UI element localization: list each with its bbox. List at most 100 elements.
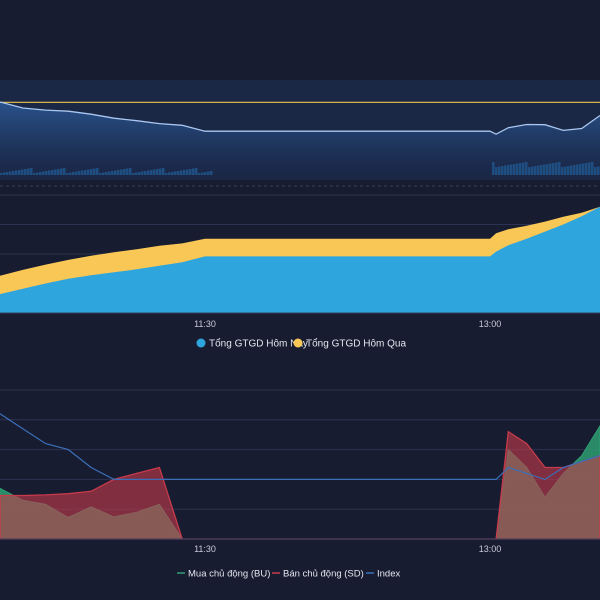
volume-bar: [168, 172, 171, 175]
volume-bar: [543, 164, 546, 175]
x-tick-label: 11:30: [194, 319, 216, 329]
volume-bar: [579, 164, 582, 175]
volume-bar: [9, 171, 12, 175]
volume-bar: [552, 163, 555, 175]
volume-bar: [549, 163, 552, 175]
volume-bar: [126, 168, 129, 175]
volume-bar: [513, 164, 516, 175]
volume-bar: [564, 166, 567, 175]
volume-bar: [75, 171, 78, 175]
volume-bar: [558, 162, 561, 175]
volume-bar: [87, 169, 90, 175]
volume-bar: [183, 170, 186, 175]
legend-yesterday-marker: [293, 338, 303, 348]
volume-bar: [72, 172, 75, 175]
volume-bar: [78, 171, 81, 175]
legend-index-label: Index: [377, 569, 400, 580]
volume-bar: [582, 163, 585, 175]
volume-bar: [111, 171, 114, 175]
volume-bar: [171, 172, 174, 175]
volume-bar: [66, 173, 69, 175]
volume-bar: [39, 172, 42, 175]
volume-bar: [525, 162, 528, 175]
volume-bar: [6, 172, 9, 175]
volume-bar: [522, 162, 525, 175]
volume-bar: [57, 169, 60, 175]
x-tick-label: 11:30: [194, 544, 216, 554]
volume-bar: [90, 169, 93, 175]
legend-today-label: Tổng GTGD Hôm Nay: [209, 338, 308, 350]
volume-bar: [186, 169, 189, 175]
volume-bar: [189, 169, 192, 175]
volume-bar: [594, 167, 597, 175]
volume-bar: [33, 173, 36, 175]
volume-bar: [36, 172, 39, 175]
volume-bar: [63, 168, 66, 175]
volume-bar: [531, 166, 534, 175]
value-panel: 11:30 13:00 Tổng GTGD Hôm Nay Tổng GTGD H…: [0, 194, 600, 350]
volume-bar: [69, 172, 72, 175]
volume-bar: [132, 173, 135, 175]
volume-bar: [117, 170, 120, 175]
volume-bar: [114, 170, 117, 175]
volume-bar: [573, 165, 576, 175]
volume-bar: [540, 165, 543, 175]
index-line: [0, 101, 600, 135]
flow-index-line: [0, 413, 600, 481]
volume-bar: [507, 165, 510, 175]
volume-bar: [519, 163, 522, 175]
value-legend: Tổng GTGD Hôm Nay Tổng GTGD Hôm Qua: [196, 338, 406, 350]
volume-bar: [570, 165, 573, 175]
flow-panel: 11:30 13:00 Mua chủ động (BU) Bán chủ độn…: [0, 389, 600, 580]
volume-bar: [204, 172, 207, 175]
volume-bar: [162, 168, 165, 175]
legend-sd-label: Bán chủ động (SD): [283, 569, 364, 580]
volume-bars: [0, 162, 600, 175]
x-tick-label: 13:00: [479, 319, 502, 329]
volume-bar: [591, 162, 594, 175]
volume-bar: [159, 168, 162, 175]
volume-bar: [21, 169, 24, 175]
volume-bar: [177, 171, 180, 175]
volume-bar: [129, 168, 132, 175]
flow-x-ticks: 11:30 13:00: [194, 544, 501, 554]
volume-bar: [495, 167, 498, 175]
volume-bar: [30, 168, 33, 175]
volume-bar: [153, 169, 156, 175]
volume-bar: [81, 170, 84, 175]
volume-bar: [105, 172, 108, 175]
index-area-fill: [0, 102, 600, 175]
index-panel: [0, 80, 600, 187]
volume-bar: [516, 163, 519, 175]
volume-bar: [15, 170, 18, 175]
volume-bar: [492, 162, 495, 175]
volume-bar: [24, 169, 27, 175]
volume-bar: [42, 171, 45, 175]
volume-bar: [18, 170, 21, 175]
volume-bar: [567, 166, 570, 175]
volume-bar: [192, 168, 195, 175]
x-tick-label: 13:00: [479, 544, 502, 554]
volume-bar: [12, 171, 15, 175]
volume-bar: [147, 170, 150, 175]
flow-legend: Mua chủ động (BU) Bán chủ động (SD) Inde…: [177, 569, 400, 580]
volume-bar: [501, 166, 504, 175]
volume-bar: [144, 171, 147, 175]
volume-bar: [3, 172, 6, 175]
volume-bar: [108, 171, 111, 175]
volume-bar: [102, 172, 105, 175]
volume-bar: [498, 166, 501, 175]
volume-bar: [51, 170, 54, 175]
volume-bar: [93, 168, 96, 175]
volume-bar: [135, 172, 138, 175]
today-area: [0, 206, 600, 313]
volume-bar: [165, 173, 168, 175]
volume-bar: [198, 173, 201, 175]
sd-area: [0, 430, 600, 540]
legend-yesterday-label: Tổng GTGD Hôm Qua: [306, 338, 406, 350]
volume-bar: [120, 169, 123, 175]
volume-bar: [546, 164, 549, 175]
volume-bar: [201, 172, 204, 175]
volume-bar: [210, 171, 213, 175]
